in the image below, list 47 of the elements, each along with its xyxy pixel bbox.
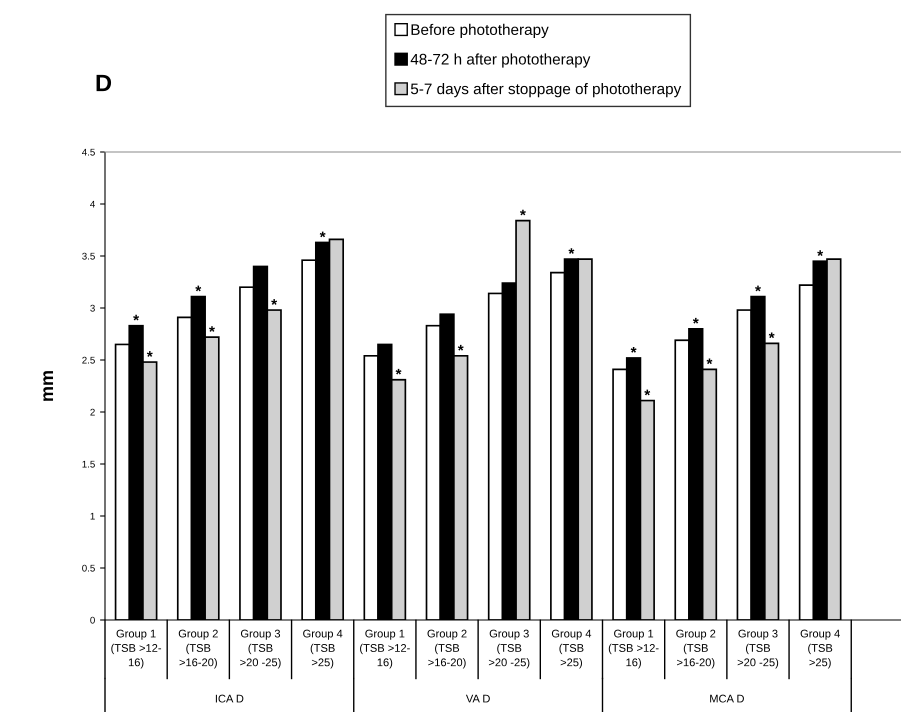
x-tick-label: Group 3 (TSB >20 -25) [488, 630, 530, 668]
x-tick-label: Group 2 (TSB >16-20) [178, 630, 218, 668]
y-tick-label: 1.5 [82, 460, 95, 468]
x-tick-label: Group 3 (TSB >20 -25) [738, 630, 778, 668]
x-tick-label: Group 4 (TSB >25) [552, 630, 592, 668]
legend-label: 5-7 days after stoppage of phototherapy [410, 83, 682, 98]
text: ICA D [216, 694, 244, 703]
data-label: * [568, 248, 574, 254]
y-axis-title: mm [43, 371, 54, 401]
y-tick-label: 4 [90, 200, 95, 208]
data-label: * [209, 326, 215, 332]
y-tick-label: 3 [90, 304, 95, 312]
legend-label: Before phototherapy [412, 24, 549, 38]
data-label: * [630, 347, 637, 353]
data-label: * [755, 286, 761, 292]
data-label: * [692, 318, 699, 324]
x-tick-label: Group 2 (TSB >16-20) [676, 630, 716, 668]
y-tick-label: 0 [90, 616, 95, 624]
x-tick-label: Group 4 (TSB >25) [303, 630, 342, 668]
chart-title: D [96, 74, 112, 92]
y-tick-label: 2.5 [82, 356, 95, 364]
data-label: * [706, 358, 712, 364]
y-tick-label: 2 [90, 408, 95, 416]
data-label: * [146, 351, 153, 357]
text: MCA D [710, 694, 744, 703]
legend-label: 48-72 h after phototherapy [410, 53, 590, 68]
y-tick-label: 0.5 [82, 564, 95, 572]
y-tick-label: 3.5 [82, 252, 95, 260]
x-tick-label: Group 1 (TSB >12- 16) [608, 630, 659, 668]
data-label: * [396, 368, 402, 375]
x-tick-label: Group 4 (TSB >25) [800, 630, 840, 668]
y-tick-label: 1 [90, 512, 95, 520]
data-label: * [520, 210, 526, 216]
x-tick-label: Group 3 (TSB >20 -25) [240, 630, 281, 668]
data-label: * [320, 232, 326, 238]
y-tick-label: 4.5 [82, 148, 95, 156]
x-tick-label: Group 1 (TSB >12- 16) [111, 630, 162, 668]
data-label: * [133, 314, 140, 320]
data-label: * [195, 286, 202, 292]
data-label: * [458, 344, 464, 351]
data-label: * [271, 299, 278, 305]
text: VA D [466, 694, 490, 702]
x-tick-label: Group 1 (TSB >12- 16) [360, 630, 410, 668]
x-tick-label: Group 2 (TSB >16-20) [428, 630, 467, 668]
data-label: * [817, 250, 824, 256]
data-label: * [644, 390, 650, 396]
data-label: * [768, 332, 775, 338]
